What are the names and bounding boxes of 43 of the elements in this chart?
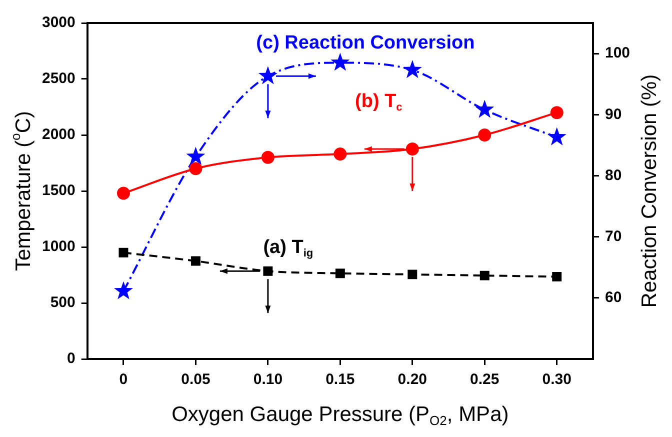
- point: [475, 100, 494, 118]
- x-tick-label: 0.30: [542, 371, 572, 388]
- y2-tick-label: 60: [604, 289, 622, 306]
- point: [547, 127, 566, 146]
- y2-axis-title: Reaction Conversion (%): [638, 74, 661, 308]
- point: [114, 281, 133, 300]
- point: [263, 266, 273, 276]
- y2-tick-label: 80: [604, 166, 622, 184]
- y-tick-label: 500: [50, 294, 76, 312]
- y2-tick-label: 100: [604, 44, 630, 62]
- point: [408, 270, 418, 280]
- point: [480, 270, 490, 280]
- point: [116, 186, 130, 200]
- point: [330, 52, 350, 71]
- point: [335, 268, 345, 278]
- y-tick-label: 2500: [42, 70, 76, 88]
- y2-tick-label: 90: [604, 106, 622, 123]
- y-tick-label: 2000: [42, 126, 76, 144]
- x-tick-label: 0.25: [470, 371, 500, 388]
- x-tick-label: 0.20: [398, 371, 427, 388]
- point: [186, 146, 206, 165]
- y-tick-label: 1500: [42, 182, 76, 200]
- y-tick-label: 1000: [42, 238, 76, 256]
- point: [550, 106, 564, 120]
- point: [190, 256, 200, 266]
- point: [552, 272, 562, 282]
- y2-tick-label: 70: [604, 228, 622, 245]
- point: [334, 148, 347, 161]
- y-axis-title: Temperature (oC): [8, 110, 35, 272]
- x-tick-label: 0.05: [181, 371, 210, 388]
- point: [189, 162, 202, 176]
- series-label: (c) Reaction Conversion: [256, 32, 475, 54]
- x-tick-label: 0: [119, 371, 128, 388]
- point: [406, 142, 419, 156]
- point: [258, 66, 278, 84]
- point: [478, 128, 492, 142]
- x-tick-label: 0.15: [326, 371, 355, 388]
- x-tick-label: 0.10: [253, 371, 283, 388]
- y-tick-label: 0: [67, 350, 76, 368]
- point: [118, 248, 128, 258]
- point: [261, 150, 274, 164]
- y-tick-label: 3000: [42, 14, 76, 32]
- point: [402, 60, 422, 78]
